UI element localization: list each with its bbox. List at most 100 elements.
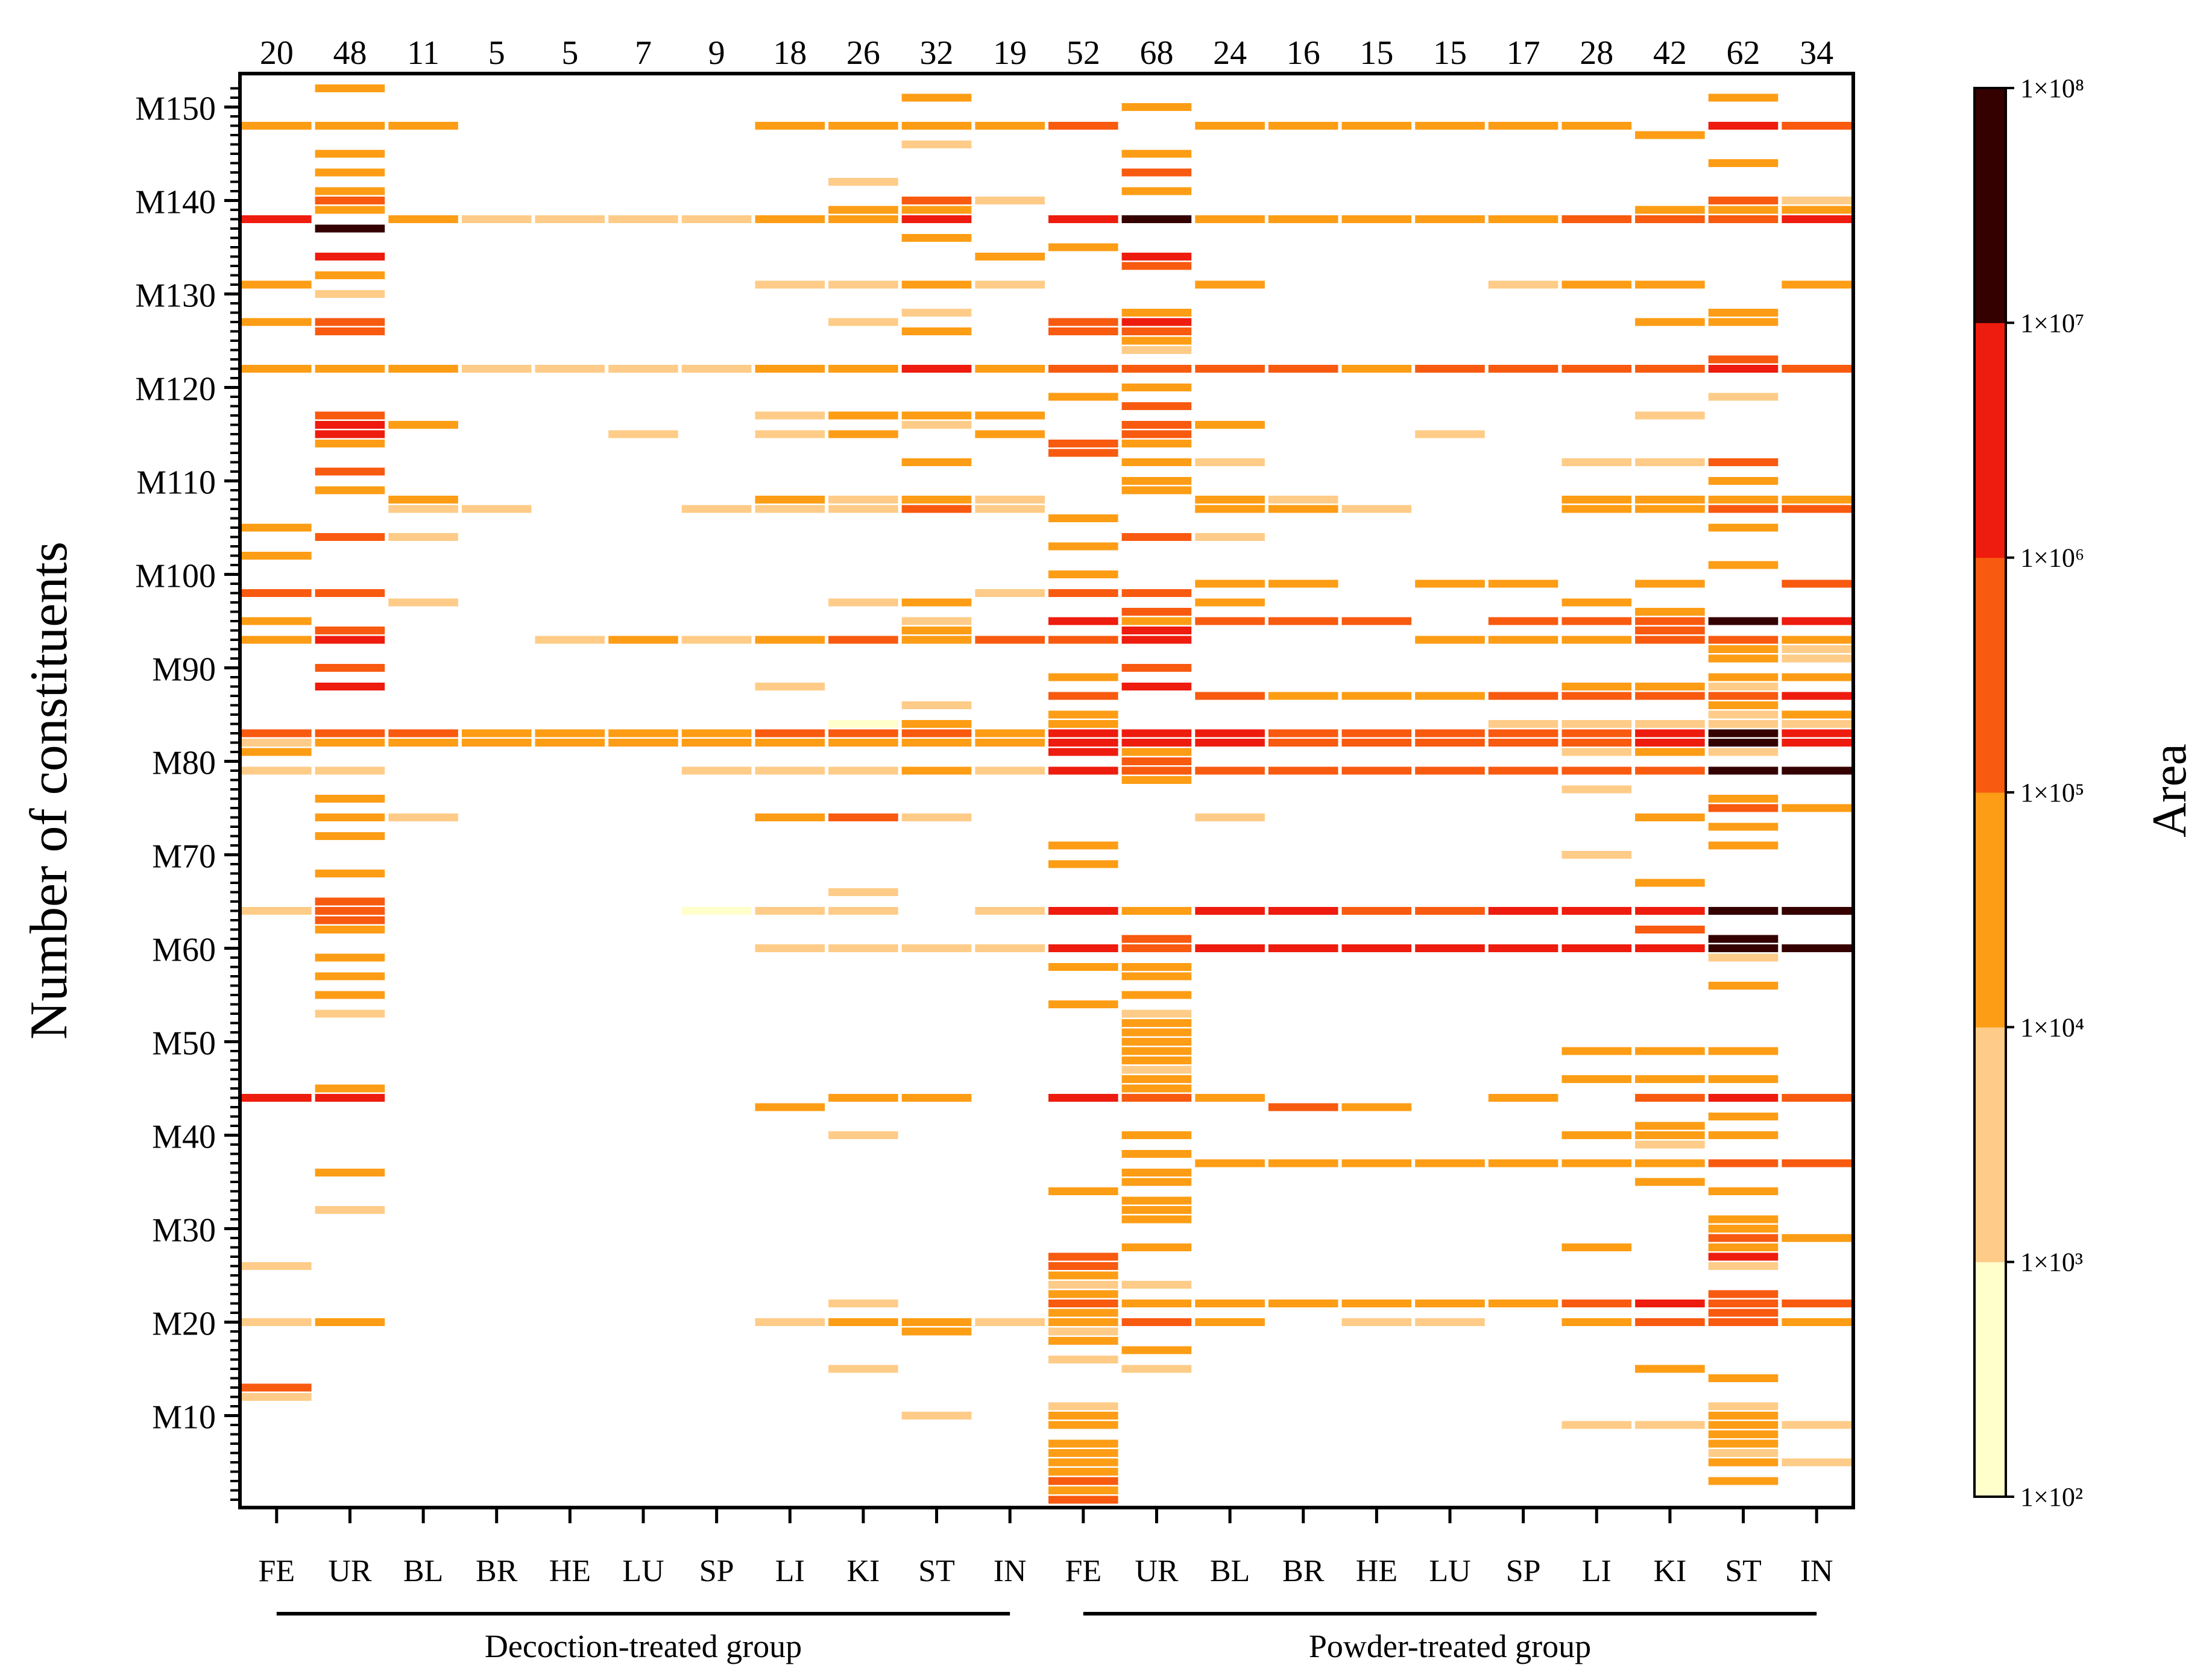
x-tick-label-ur: UR <box>328 1554 372 1588</box>
heatmap-cell-he-m148 <box>1341 122 1412 130</box>
heatmap-cell-fe-m20 <box>1048 1318 1118 1326</box>
heatmap-cell-ur-m111 <box>315 467 385 476</box>
heatmap-cell-st-m49 <box>1708 1047 1779 1055</box>
heatmap-cell-ur-m104 <box>1121 533 1192 541</box>
x-tick-label-br: BR <box>476 1554 518 1588</box>
heatmap-cell-he-m79 <box>1341 766 1412 775</box>
heatmap-cell-ur-m49 <box>1121 1047 1192 1055</box>
column-count-label: 42 <box>1653 34 1687 72</box>
heatmap-cell-sp-m83 <box>1488 729 1558 738</box>
heatmap-cell-ur-m138 <box>1121 215 1192 223</box>
y-tick-label: M40 <box>152 1119 216 1156</box>
heatmap-cell-ki-m40 <box>1635 1131 1705 1139</box>
heatmap-cell-in-m115 <box>975 430 1045 438</box>
heatmap-cell-bl-m108 <box>1195 496 1265 504</box>
heatmap-cell-ur-m40 <box>1121 1131 1192 1139</box>
heatmap-cell-ur-m140 <box>315 197 385 204</box>
heatmap-cell-st-m108 <box>1708 496 1779 504</box>
heatmap-cell-fe-m98 <box>242 589 312 597</box>
x-tick-label-st: ST <box>1725 1554 1762 1588</box>
heatmap-cell-ki-m93 <box>828 636 898 644</box>
heatmap-cell-ki-m82 <box>1635 739 1705 747</box>
heatmap-cell-li-m108 <box>1561 496 1632 504</box>
heatmap-cell-ur-m117 <box>315 411 385 420</box>
heatmap-cell-st-m9 <box>1708 1421 1779 1429</box>
column-count-label: 15 <box>1360 34 1393 72</box>
heatmap-cell-st-m3 <box>1708 1477 1779 1485</box>
heatmap-cell-sp-m93 <box>1488 636 1558 644</box>
heatmap-cell-ki-m41 <box>1635 1122 1705 1130</box>
heatmap-cell-ur-m124 <box>1121 346 1192 354</box>
heatmap-cell-st-m14 <box>1708 1374 1779 1382</box>
group-label: Decoction-treated group <box>485 1628 802 1664</box>
heatmap-cell-st-m97 <box>901 598 972 607</box>
colorbar-segment <box>1974 557 2006 793</box>
heatmap-cell-bl-m116 <box>388 421 458 429</box>
heatmap-cell-li-m20 <box>755 1318 825 1326</box>
heatmap-cell-st-m27 <box>1708 1252 1779 1261</box>
heatmap-cell-st-m37 <box>1708 1159 1779 1167</box>
heatmap-cell-in-m108 <box>1782 496 1851 504</box>
heatmap-cell-li-m82 <box>1561 739 1632 747</box>
heatmap-cell-ur-m109 <box>315 486 385 494</box>
heatmap-cell-br-m122 <box>461 365 532 373</box>
heatmap-cell-he-m122 <box>535 365 605 373</box>
heatmap-cell-ur-m90 <box>315 664 385 672</box>
heatmap-cell-in-m75 <box>1782 804 1851 812</box>
heatmap-cell-st-m116 <box>901 421 972 429</box>
heatmap-cell-ur-m110 <box>1121 477 1192 485</box>
heatmap-cell-br-m95 <box>1268 617 1338 625</box>
heatmap-cell-st-m112 <box>901 458 972 466</box>
heatmap-cell-ur-m31 <box>1121 1215 1192 1224</box>
heatmap-cell-bl-m83 <box>1195 729 1265 738</box>
heatmap-cell-ur-m17 <box>1121 1346 1192 1354</box>
heatmap-cell-ur-m88 <box>1121 683 1192 690</box>
heatmap-cell-st-m94 <box>901 627 972 634</box>
heatmap-cell-ur-m148 <box>315 122 385 130</box>
heatmap-cell-ur-m116 <box>1121 421 1192 429</box>
heatmap-cell-sp-m148 <box>1488 122 1558 130</box>
heatmap-cell-li-m28 <box>1561 1243 1632 1251</box>
heatmap-cell-st-m108 <box>901 496 972 504</box>
x-tick-label-he: HE <box>1356 1554 1397 1588</box>
heatmap-cell-in-m79 <box>975 766 1045 775</box>
heatmap-cell-lu-m83 <box>1415 729 1485 738</box>
heatmap-cell-br-m37 <box>1268 1159 1338 1167</box>
heatmap-cell-ur-m88 <box>315 683 385 690</box>
heatmap-cell-ki-m35 <box>1635 1178 1705 1186</box>
heatmap-cell-ur-m122 <box>315 365 385 373</box>
heatmap-cell-st-m73 <box>1708 823 1779 831</box>
heatmap-cell-st-m60 <box>901 944 972 952</box>
heatmap-cell-fe-m98 <box>1048 589 1118 597</box>
heatmap-cell-in-m87 <box>1782 692 1851 700</box>
heatmap-cell-st-m105 <box>1708 523 1779 532</box>
column-count-labels: 20 48 11 5 5 7 9 18 26 32 19 52 68 24 16 15 15 17 28 42 62 34 <box>260 34 1833 72</box>
heatmap-cell-ur-m22 <box>1121 1300 1192 1307</box>
heatmap-cell-li-m88 <box>755 683 825 690</box>
x-tick-label-sp: SP <box>699 1554 734 1588</box>
heatmap-cell-ur-m74 <box>315 813 385 821</box>
heatmap-cell-br-m99 <box>1268 580 1338 588</box>
heatmap-cell-he-m82 <box>535 739 605 747</box>
heatmap-cell-st-m123 <box>1708 355 1779 364</box>
heatmap-cell-li-m43 <box>755 1103 825 1111</box>
heatmap-cell-fe-m131 <box>242 280 312 289</box>
heatmap-cell-fe-m18 <box>1048 1337 1118 1345</box>
heatmap-cell-st-m84 <box>1708 720 1779 728</box>
heatmap-cell-in-m29 <box>1782 1234 1851 1242</box>
column-count-label: 48 <box>333 34 367 72</box>
heatmap-cell-fe-m106 <box>1048 514 1118 522</box>
y-tick-label: M60 <box>152 932 216 969</box>
heatmap-cell-st-m26 <box>1708 1262 1779 1270</box>
heatmap-cell-he-m93 <box>535 636 605 644</box>
heatmap-cell-ki-m22 <box>1635 1300 1705 1307</box>
heatmap-cell-li-m122 <box>755 365 825 373</box>
heatmap-cell-st-m74 <box>901 813 972 821</box>
heatmap-cell-ki-m112 <box>1635 458 1705 466</box>
heatmap-cell-ki-m88 <box>1635 683 1705 690</box>
heatmap-cell-st-m20 <box>901 1318 972 1326</box>
heatmap-cell-sp-m79 <box>681 766 752 775</box>
heatmap-cell-sp-m82 <box>681 739 752 747</box>
y-tick-label: M150 <box>135 90 216 128</box>
heatmap-cell-in-m44 <box>1782 1094 1851 1102</box>
